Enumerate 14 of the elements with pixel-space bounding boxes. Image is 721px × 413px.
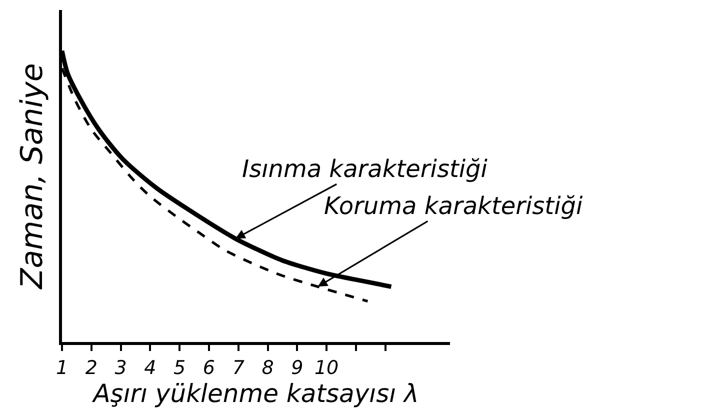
x-tick-label: 1 [56, 356, 68, 379]
y-axis-title: Zaman, Saniye [15, 63, 50, 290]
x-tick-label: 4 [144, 356, 156, 379]
x-tick-label: 5 [174, 356, 186, 379]
x-tick-label: 3 [114, 356, 127, 379]
x-tick-label: 8 [262, 356, 274, 379]
x-tick-label: 10 [314, 356, 339, 379]
x-tick-label: 9 [291, 356, 304, 379]
x-tick-label: 7 [232, 356, 244, 379]
text: Isınma karakteristiği [242, 155, 488, 183]
x-tick-label: 2 [85, 356, 98, 379]
text: Koruma karakteristiği [324, 192, 583, 220]
x-tick-label: 6 [202, 356, 216, 379]
x-axis-title: Aşırı yüklenme katsayısı λ [91, 378, 419, 408]
